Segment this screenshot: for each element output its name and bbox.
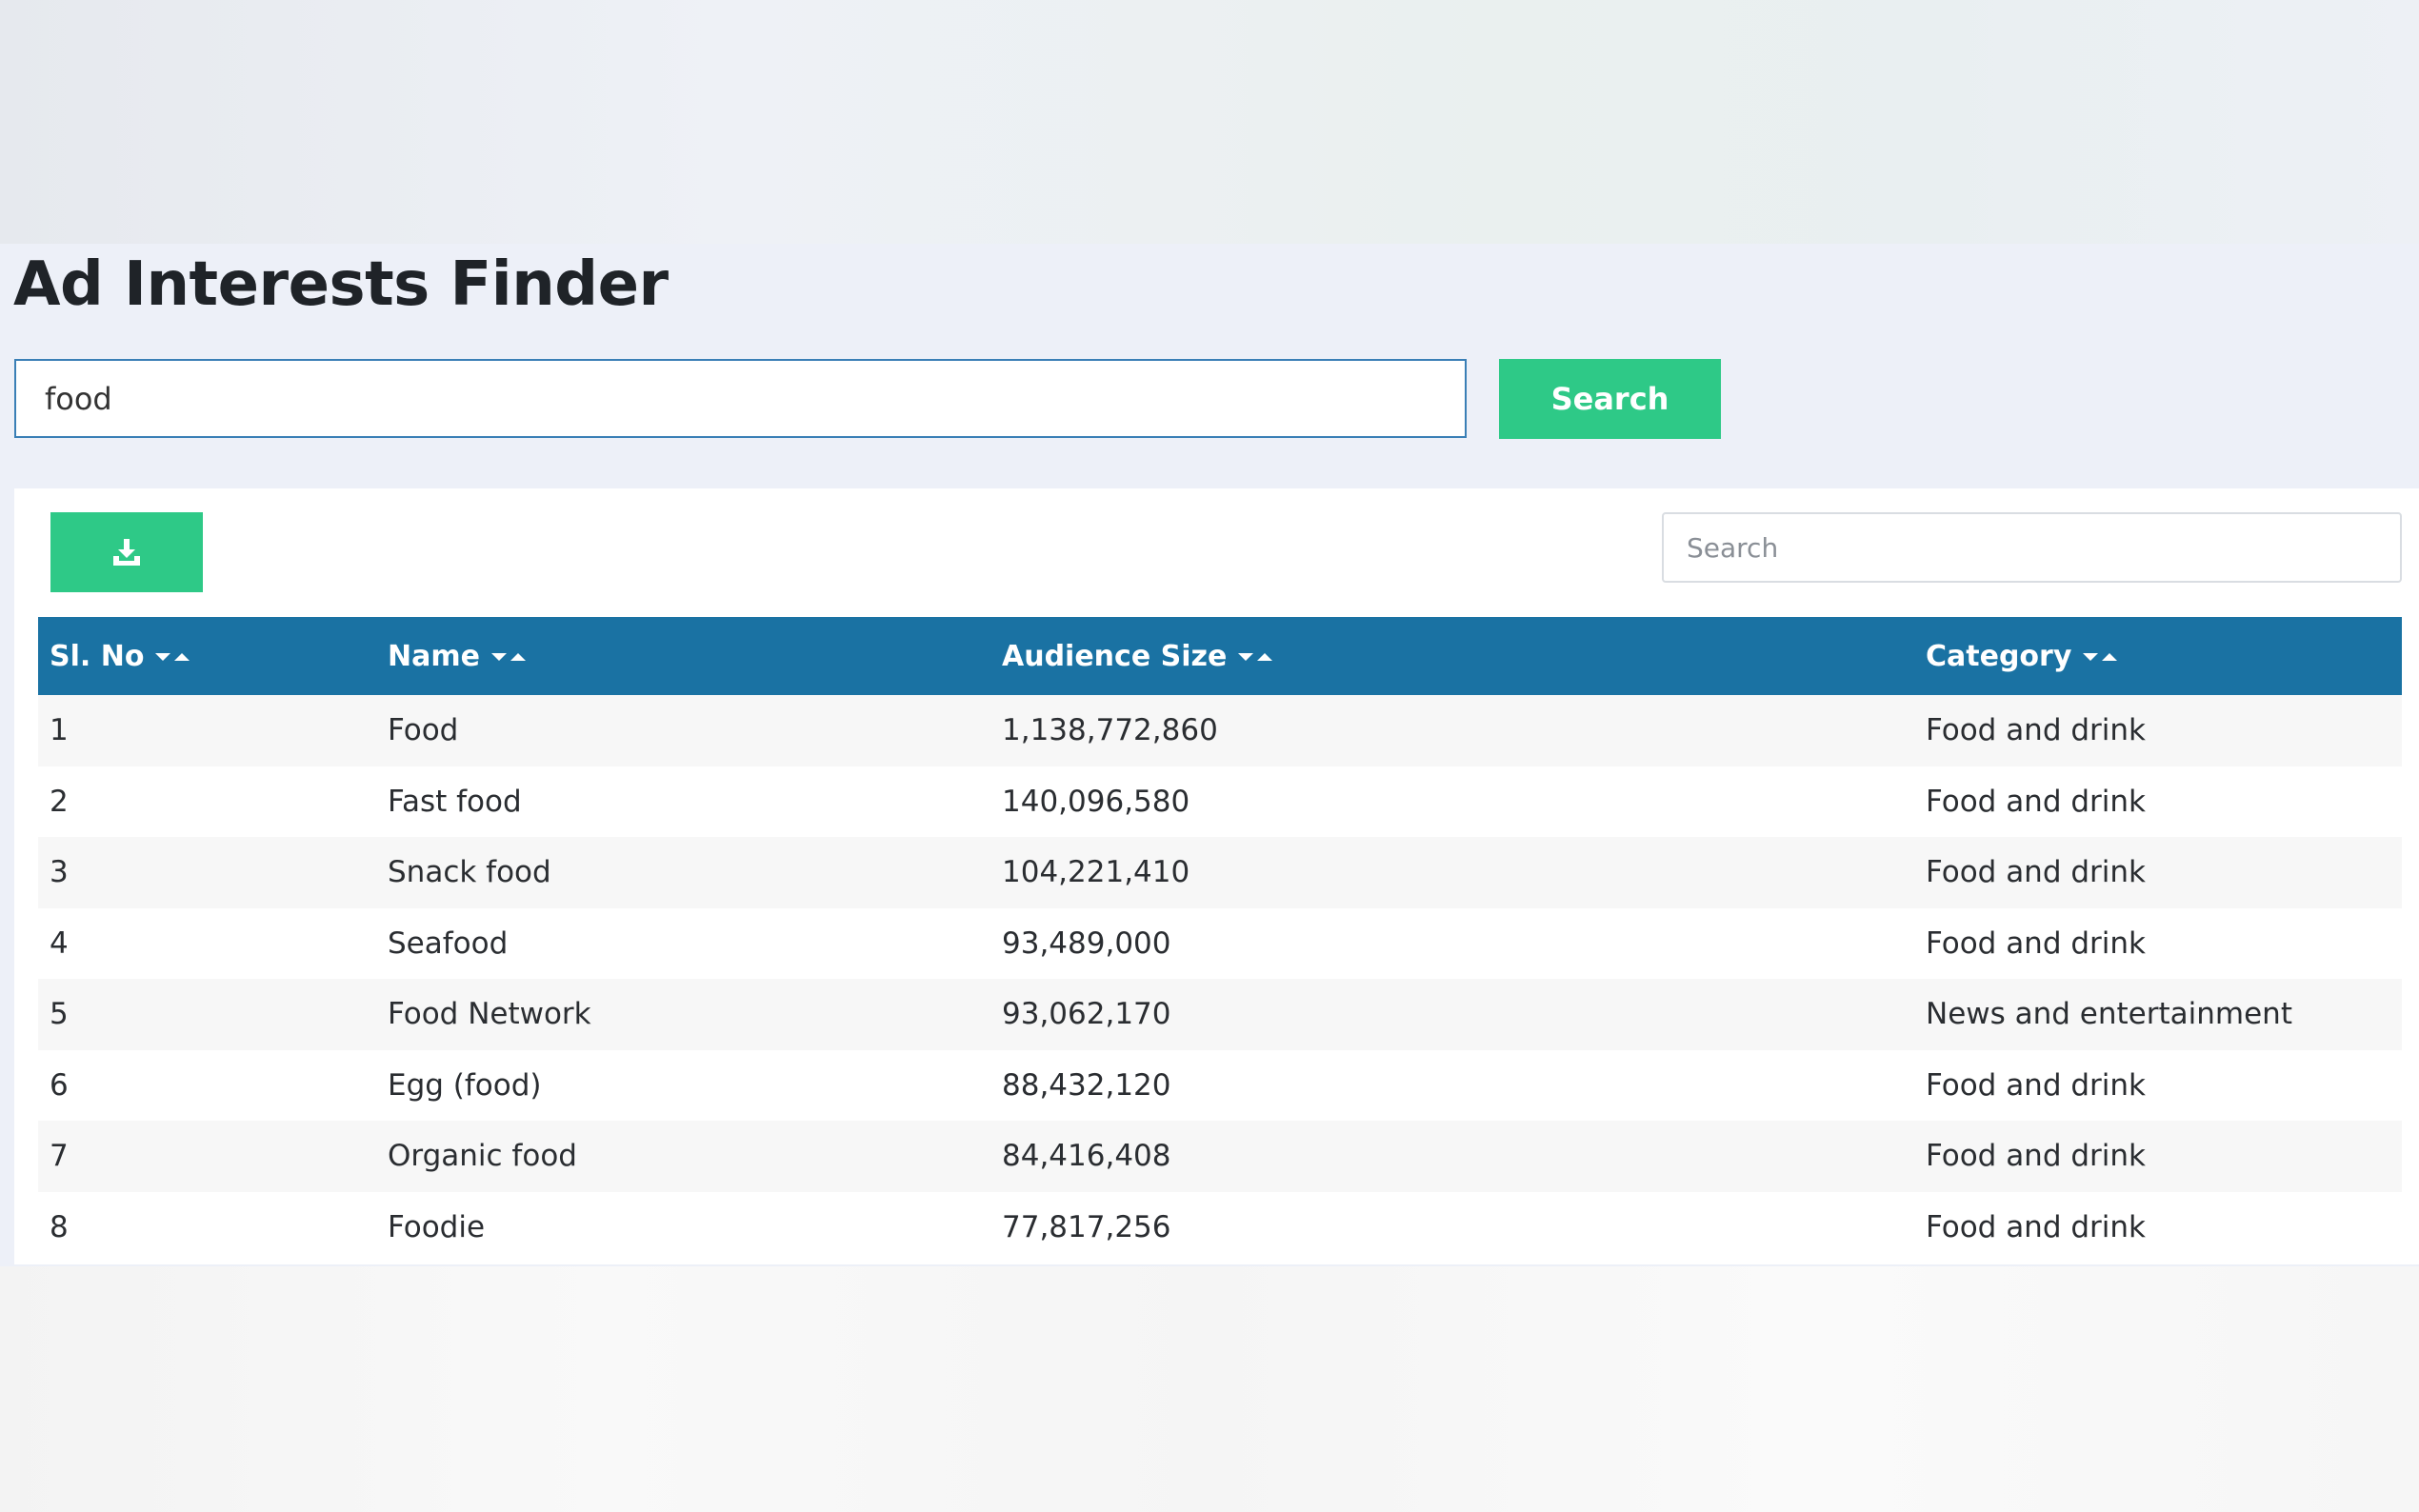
page-title: Ad Interests Finder — [13, 249, 669, 320]
cell-audience-size: 77,817,256 — [1002, 1209, 1171, 1244]
header-banner — [0, 0, 2419, 244]
cell-audience-size: 104,221,410 — [1002, 855, 1190, 890]
cell-category: Food and drink — [1926, 1209, 2147, 1244]
cell-name: Egg (food) — [388, 1067, 542, 1103]
results-panel — [14, 488, 2419, 1264]
cell-category: Food and drink — [1926, 925, 2147, 961]
column-header-sl-no[interactable]: Sl. No — [38, 617, 376, 695]
sort-icon[interactable] — [1236, 650, 1274, 664]
cell-category: Food and drink — [1926, 1139, 2147, 1174]
interest-search-input[interactable] — [14, 359, 1467, 438]
cell-sl-no: 3 — [50, 855, 69, 890]
table-row: 1 Food 1,138,772,860 Food and drink — [38, 695, 2402, 766]
cell-name: Snack food — [388, 855, 551, 890]
column-header-name[interactable]: Name — [376, 617, 990, 695]
table-row: 6 Egg (food) 88,432,120 Food and drink — [38, 1049, 2402, 1121]
cell-audience-size: 93,489,000 — [1002, 925, 1171, 961]
column-header-category[interactable]: Category — [1914, 617, 2402, 695]
cell-sl-no: 8 — [50, 1209, 69, 1244]
cell-audience-size: 1,138,772,860 — [1002, 713, 1218, 748]
column-header-audience-size[interactable]: Audience Size — [990, 617, 1914, 695]
cell-name: Fast food — [388, 784, 522, 819]
cell-category: Food and drink — [1926, 855, 2147, 890]
cell-name: Organic food — [388, 1139, 577, 1174]
table-row: 7 Organic food 84,416,408 Food and drink — [38, 1121, 2402, 1192]
table-search-input[interactable] — [1662, 512, 2402, 583]
cell-name: Seafood — [388, 925, 509, 961]
download-button[interactable] — [50, 512, 203, 592]
cell-category: Food and drink — [1926, 1067, 2147, 1103]
search-button[interactable]: Search — [1499, 359, 1721, 439]
sort-icon[interactable] — [2081, 650, 2119, 664]
cell-audience-size: 88,432,120 — [1002, 1067, 1171, 1103]
cell-name: Food Network — [388, 997, 591, 1032]
sort-icon[interactable] — [153, 650, 191, 664]
cell-sl-no: 1 — [50, 713, 69, 748]
cell-sl-no: 5 — [50, 997, 69, 1032]
cell-audience-size: 93,062,170 — [1002, 997, 1171, 1032]
table-header-row: Sl. No Name Audience Size Category — [38, 617, 2402, 695]
cell-audience-size: 84,416,408 — [1002, 1139, 1171, 1174]
cell-category: News and entertainment — [1926, 997, 2292, 1032]
interests-table: Sl. No Name Audience Size Category 1 Foo… — [38, 617, 2402, 1263]
cell-sl-no: 4 — [50, 925, 69, 961]
table-row: 8 Foodie 77,817,256 Food and drink — [38, 1191, 2402, 1263]
cell-name: Foodie — [388, 1209, 486, 1244]
table-row: 3 Snack food 104,221,410 Food and drink — [38, 837, 2402, 908]
cell-name: Food — [388, 713, 459, 748]
table-row: 2 Fast food 140,096,580 Food and drink — [38, 766, 2402, 837]
cell-sl-no: 2 — [50, 784, 69, 819]
cell-sl-no: 7 — [50, 1139, 69, 1174]
table-row: 4 Seafood 93,489,000 Food and drink — [38, 907, 2402, 979]
download-icon — [113, 539, 140, 566]
column-header-label: Audience Size — [1002, 639, 1228, 673]
column-header-label: Sl. No — [50, 639, 145, 673]
column-header-label: Category — [1926, 639, 2072, 673]
cell-audience-size: 140,096,580 — [1002, 784, 1190, 819]
footer-background — [0, 1266, 2419, 1512]
column-header-label: Name — [388, 639, 480, 673]
cell-category: Food and drink — [1926, 713, 2147, 748]
table-row: 5 Food Network 93,062,170 News and enter… — [38, 979, 2402, 1050]
cell-category: Food and drink — [1926, 784, 2147, 819]
cell-sl-no: 6 — [50, 1067, 69, 1103]
sort-icon[interactable] — [490, 650, 528, 664]
